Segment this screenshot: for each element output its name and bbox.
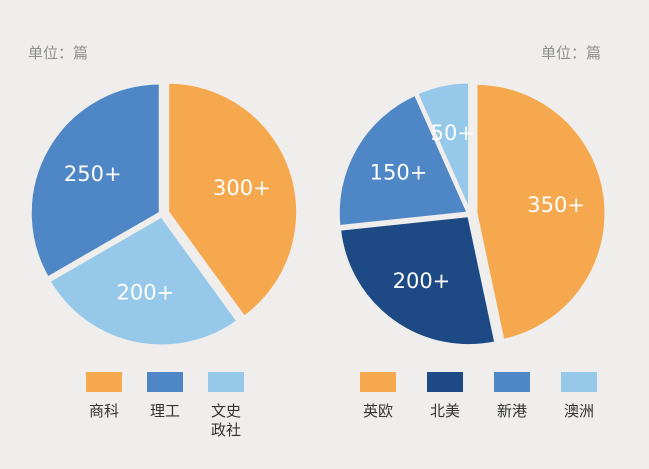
pie-slice-英欧 — [474, 81, 608, 343]
legend-item: 新港 — [482, 372, 542, 421]
pie-slice-澳洲 — [414, 80, 472, 213]
slice-value-label: 200+ — [393, 269, 451, 293]
slice-value-label: 200+ — [117, 280, 175, 304]
legend-item: 澳洲 — [549, 372, 609, 421]
pie-slice-北美 — [337, 213, 498, 348]
legend-label: 北美 — [429, 402, 460, 420]
legend-label: 商科 — [88, 402, 119, 420]
legend-swatch — [360, 372, 396, 392]
legend-swatch — [86, 372, 122, 392]
legend-swatch — [561, 372, 597, 392]
slice-value-label: 150+ — [370, 161, 428, 185]
slice-value-label: 300+ — [213, 176, 271, 200]
pie-slice-新港 — [336, 92, 471, 229]
pie-slice-文史政社 — [46, 213, 241, 348]
legend-label: 理工 — [149, 402, 180, 420]
legend-swatch — [208, 372, 244, 392]
legend-label: 澳洲 — [563, 402, 594, 420]
legend-swatch — [147, 372, 183, 392]
unit-label: 单位：篇 — [28, 44, 89, 62]
slice-value-label: 250+ — [64, 162, 122, 186]
legend-label: 文史政社 — [210, 402, 241, 439]
pie-slice-商科 — [166, 80, 300, 320]
legend-item: 英欧 — [348, 372, 408, 421]
pie-chart-subjects: 300+ 200+ 250+ — [28, 80, 300, 348]
legend-label: 新港 — [496, 402, 527, 420]
legend-swatch — [427, 372, 463, 392]
slice-value-label: 50+ — [431, 121, 475, 145]
chart-panel-subjects: 单位：篇 300+ 200+ 250+ 商科 理工 文史政社 — [0, 0, 320, 469]
slice-value-label: 350+ — [527, 193, 585, 217]
legend-item: 文史政社 — [196, 372, 256, 440]
legend-swatch — [494, 372, 530, 392]
pie-chart-regions: 350+ 200+ 150+50+ — [336, 80, 608, 348]
legend-label: 英欧 — [362, 402, 393, 420]
legend-item: 理工 — [135, 372, 195, 421]
unit-label: 单位：篇 — [541, 44, 602, 62]
legend-item: 商科 — [74, 372, 134, 421]
legend-item: 北美 — [415, 372, 475, 421]
pie-slice-理工 — [28, 81, 162, 281]
chart-panel-regions: 单位：篇 350+ 200+ 150+ 50+ 英欧 北美 新港 澳洲 — [320, 0, 649, 469]
